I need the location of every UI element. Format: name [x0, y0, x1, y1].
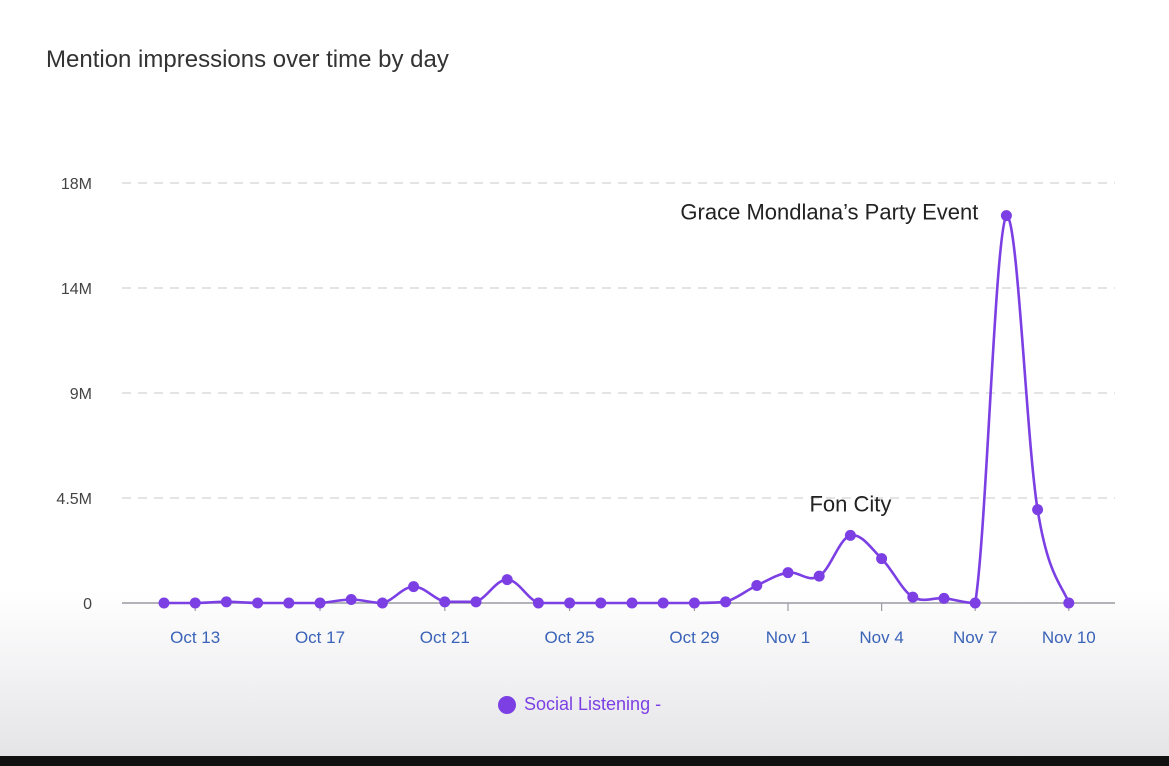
series-line: [164, 214, 1071, 605]
chart-title: Mention impressions over time by day: [46, 46, 449, 73]
y-tick-label: 18M: [61, 176, 92, 193]
legend-label: Social Listening -: [524, 694, 662, 714]
data-point: [408, 581, 420, 593]
legend[interactable]: Social Listening -: [498, 694, 661, 715]
data-point: [252, 597, 264, 609]
data-point: [969, 597, 981, 609]
y-tick-label: 4.5M: [56, 491, 92, 508]
window-bottom-edge: [0, 756, 1169, 766]
line-chart: 0 4.5M 9M 14M 18M Oct 13 Oct 17 Oct 21 Oct 25 Oct…: [56, 176, 1115, 647]
data-point: [564, 597, 576, 609]
data-point: [876, 553, 888, 565]
data-point: [938, 592, 950, 604]
data-point: [595, 597, 607, 609]
data-point: [439, 596, 451, 608]
data-point: [376, 597, 388, 609]
x-tick-label: Nov 7: [953, 628, 997, 647]
data-point: [532, 597, 544, 609]
data-point: [283, 597, 295, 609]
x-tick-label: Oct 17: [295, 628, 345, 647]
data-point: [782, 567, 794, 579]
data-point: [844, 529, 856, 541]
x-tick-label: Oct 25: [545, 628, 595, 647]
annotation-label: Grace Mondlana’s Party Event: [680, 200, 978, 225]
x-tick-label: Oct 29: [669, 628, 719, 647]
data-point: [1032, 504, 1044, 516]
data-point: [720, 596, 732, 608]
data-point: [626, 597, 638, 609]
data-point: [220, 596, 232, 608]
data-point: [1000, 210, 1012, 222]
x-tick-label: Oct 21: [420, 628, 470, 647]
legend-marker: [498, 695, 516, 714]
data-point: [813, 570, 825, 582]
data-point: [501, 574, 513, 586]
data-point: [189, 597, 201, 609]
annotation-label: Fon City: [809, 491, 891, 516]
data-point: [345, 594, 357, 605]
x-tick-label: Nov 4: [859, 628, 903, 647]
data-point: [314, 597, 326, 609]
data-point: [470, 596, 482, 608]
data-point: [907, 591, 919, 603]
data-point: [158, 597, 170, 609]
y-tick-label: 0: [83, 596, 92, 613]
x-tick-label: Oct 13: [170, 628, 220, 647]
y-tick-label: 14M: [61, 281, 92, 298]
data-point: [1063, 597, 1075, 609]
data-point: [657, 597, 669, 609]
data-point: [688, 597, 700, 609]
data-point: [751, 580, 763, 591]
y-tick-label: 9M: [70, 386, 92, 403]
x-tick-label: Nov 10: [1042, 628, 1096, 647]
x-tick-label: Nov 1: [766, 628, 810, 647]
